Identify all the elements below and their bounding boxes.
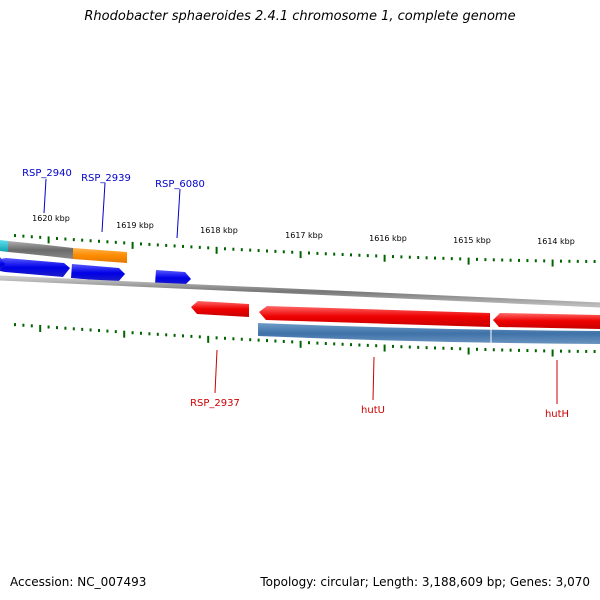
reverse-gene-rsp2937[interactable] bbox=[191, 301, 249, 317]
bottom-ticks bbox=[14, 323, 596, 357]
forward-gene-rsp6080[interactable] bbox=[155, 270, 191, 286]
kbp-labels: 1620 kbp 1619 kbp 1618 kbp 1617 kbp 1616… bbox=[32, 214, 575, 246]
tick-label-1614: 1614 kbp bbox=[537, 237, 575, 246]
leader-hutu bbox=[372, 356, 375, 401]
forward-gene-edge bbox=[0, 257, 5, 271]
leader-rsp2940 bbox=[43, 178, 47, 214]
label-rsp2940[interactable]: RSP_2940 bbox=[22, 168, 72, 179]
label-rsp6080[interactable]: RSP_6080 bbox=[155, 179, 205, 190]
label-rsp2939[interactable]: RSP_2939 bbox=[81, 173, 131, 184]
tick-label-1619: 1619 kbp bbox=[116, 221, 154, 230]
tick-label-1618: 1618 kbp bbox=[200, 226, 238, 235]
leader-rsp2937 bbox=[214, 349, 218, 394]
bottom-gene-labels: RSP_2937 hutU hutH bbox=[190, 349, 569, 420]
reverse-gene-hutu[interactable] bbox=[259, 306, 490, 327]
forward-gene-rsp2939[interactable] bbox=[71, 264, 125, 282]
forward-gene-rsp2940[interactable] bbox=[0, 258, 70, 277]
genome-title: Rhodobacter sphaeroides 2.4.1 chromosome… bbox=[84, 9, 516, 24]
grey-feature bbox=[8, 241, 73, 259]
cyan-feature bbox=[0, 240, 8, 252]
top-gene-labels: RSP_2940 RSP_2939 RSP_6080 bbox=[22, 168, 205, 239]
orange-feature bbox=[73, 248, 127, 263]
genome-summary-text: Topology: circular; Length: 3,188,609 bp… bbox=[260, 575, 590, 589]
tick-label-1617: 1617 kbp bbox=[285, 231, 323, 240]
tick-label-1620: 1620 kbp bbox=[32, 214, 70, 223]
label-rsp2937[interactable]: RSP_2937 bbox=[190, 398, 240, 409]
label-huth[interactable]: hutH bbox=[545, 409, 569, 420]
steelblue-feature bbox=[258, 323, 600, 344]
leader-rsp2939 bbox=[101, 182, 106, 233]
tick-label-1616: 1616 kbp bbox=[369, 234, 407, 243]
genome-backbone bbox=[0, 275, 600, 308]
top-ticks bbox=[14, 234, 596, 267]
tick-label-1615: 1615 kbp bbox=[453, 236, 491, 245]
leader-rsp6080 bbox=[176, 188, 181, 239]
label-hutu[interactable]: hutU bbox=[361, 405, 385, 416]
accession-text: Accession: NC_007493 bbox=[10, 575, 147, 589]
reverse-gene-huth[interactable] bbox=[493, 313, 600, 329]
